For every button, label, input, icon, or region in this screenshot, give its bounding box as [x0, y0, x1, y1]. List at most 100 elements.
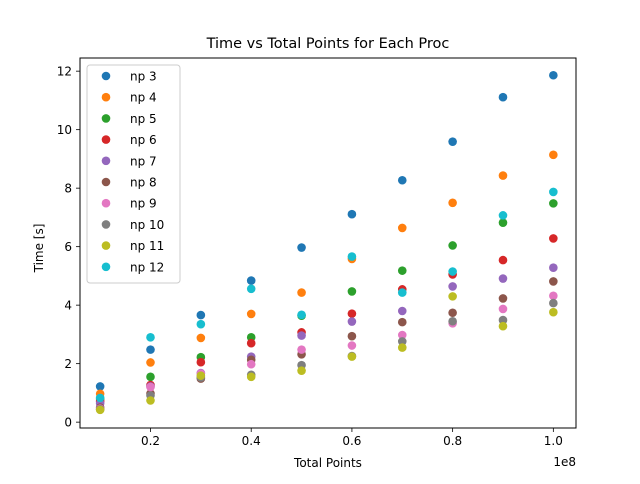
data-point: [347, 331, 357, 341]
y-tick-label: 6: [64, 240, 72, 254]
data-point: [549, 277, 558, 286]
x-tick-label: 0.6: [342, 434, 361, 448]
x-tick-label: 1.0: [544, 434, 563, 448]
data-point: [448, 292, 457, 301]
data-point: [397, 337, 407, 346]
data-point: [347, 317, 357, 326]
x-tick-label: 0.8: [443, 434, 462, 448]
x-tick-label: 0.4: [242, 434, 261, 448]
data-point: [549, 187, 558, 197]
data-point: [498, 274, 508, 283]
data-point: [146, 372, 155, 382]
legend-label: np 10: [130, 218, 164, 232]
data-point: [448, 137, 457, 146]
data-point: [246, 338, 256, 348]
data-point: [397, 223, 407, 233]
data-point: [448, 308, 457, 318]
data-point: [498, 211, 508, 220]
data-point: [347, 341, 357, 350]
data-point: [146, 345, 155, 354]
data-point: [95, 382, 105, 391]
legend-marker: [101, 156, 111, 166]
legend-label: np 9: [130, 197, 157, 211]
chart-title: Time vs Total Points for Each Proc: [206, 36, 450, 52]
legend-label: np 12: [130, 260, 164, 274]
data-point: [246, 309, 256, 319]
data-point: [448, 241, 457, 250]
data-point: [347, 287, 357, 296]
data-point: [146, 396, 155, 405]
data-point: [95, 393, 105, 403]
data-point: [146, 382, 155, 392]
legend-label: np 3: [130, 70, 157, 84]
x-tick-label: 0.2: [141, 434, 160, 448]
data-point: [498, 171, 508, 180]
legend-label: np 8: [130, 176, 157, 190]
data-point: [549, 263, 558, 273]
data-point: [397, 266, 407, 275]
data-point: [397, 306, 407, 316]
data-point: [397, 343, 407, 352]
data-point: [297, 243, 306, 252]
data-point: [95, 405, 105, 415]
legend-marker: [101, 135, 111, 144]
legend: np 3 np 4 np 5 np 6 np 7 np 8 np 9 np 10 np 11 np…: [86, 64, 181, 284]
y-tick-label: 2: [64, 357, 72, 371]
legend-marker: [101, 198, 111, 208]
data-point: [448, 267, 457, 276]
y-tick-label: 8: [64, 182, 72, 196]
data-point: [246, 284, 256, 294]
data-point: [549, 291, 558, 301]
series-np-3: [95, 70, 558, 391]
legend-marker: [101, 71, 111, 81]
data-point: [549, 150, 558, 160]
series-np-6: [95, 234, 558, 406]
data-point: [297, 345, 306, 354]
legend-marker: [101, 92, 111, 102]
data-point: [146, 333, 155, 342]
y-axis-label: Time [s]: [32, 224, 46, 274]
y-tick-label: 0: [64, 416, 72, 430]
data-point: [246, 372, 256, 382]
legend-label: np 6: [130, 133, 157, 147]
legend-marker: [101, 177, 111, 187]
data-point: [397, 288, 407, 297]
data-point: [347, 209, 357, 219]
x-axis-offset-label: 1e8: [553, 455, 576, 469]
legend-marker: [101, 241, 111, 250]
data-point: [549, 307, 558, 317]
series-np-4: [95, 150, 558, 399]
data-point: [498, 255, 508, 265]
data-point: [397, 330, 407, 340]
data-point: [498, 92, 508, 102]
data-point: [498, 304, 508, 314]
data-point: [498, 321, 508, 331]
data-point: [498, 315, 508, 325]
legend-box: [86, 64, 181, 284]
y-tick-label: 12: [57, 65, 72, 79]
legend-label: np 5: [130, 112, 157, 126]
data-point: [498, 218, 508, 227]
data-point: [297, 366, 306, 375]
legend-label: np 4: [130, 91, 157, 105]
data-point: [549, 234, 558, 243]
data-point: [448, 316, 457, 326]
data-point: [196, 319, 206, 329]
data-point: [196, 357, 206, 367]
y-tick-label: 10: [57, 123, 72, 137]
data-point: [498, 294, 508, 303]
data-point: [196, 310, 206, 320]
series-np-11: [95, 292, 558, 415]
y-tick-label: 4: [64, 299, 72, 313]
data-point: [297, 331, 306, 340]
data-point: [146, 358, 155, 367]
legend-label: np 7: [130, 154, 157, 168]
data-point: [297, 288, 306, 297]
legend-marker: [101, 220, 111, 229]
data-point: [397, 317, 407, 327]
data-point: [347, 352, 357, 361]
series-np-12: [95, 187, 558, 403]
data-point: [347, 309, 357, 318]
data-points: [95, 70, 558, 415]
